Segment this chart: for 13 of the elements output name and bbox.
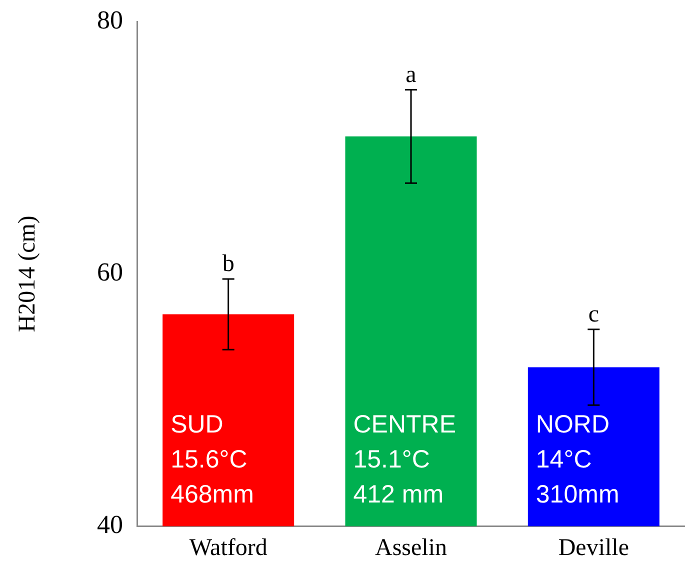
annotation: CENTRE 15.1°C 412 mm — [353, 410, 456, 509]
annotation: NORD 14°C 310mm — [536, 410, 620, 509]
annotation: b — [222, 251, 234, 278]
y-axis-title: H2014 (cm) — [14, 216, 41, 332]
x-tick-label: Deville — [558, 534, 629, 561]
annotation: c — [588, 302, 599, 328]
y-tick-label: 80 — [97, 5, 123, 34]
annotation: SUD 15.6°C 468mm — [170, 410, 254, 509]
y-tick-label: 40 — [97, 510, 123, 540]
annotation: a — [406, 62, 417, 88]
y-tick-label: 60 — [97, 258, 123, 287]
x-tick-label: Asselin — [375, 534, 447, 561]
x-tick-label: Watford — [189, 534, 268, 561]
